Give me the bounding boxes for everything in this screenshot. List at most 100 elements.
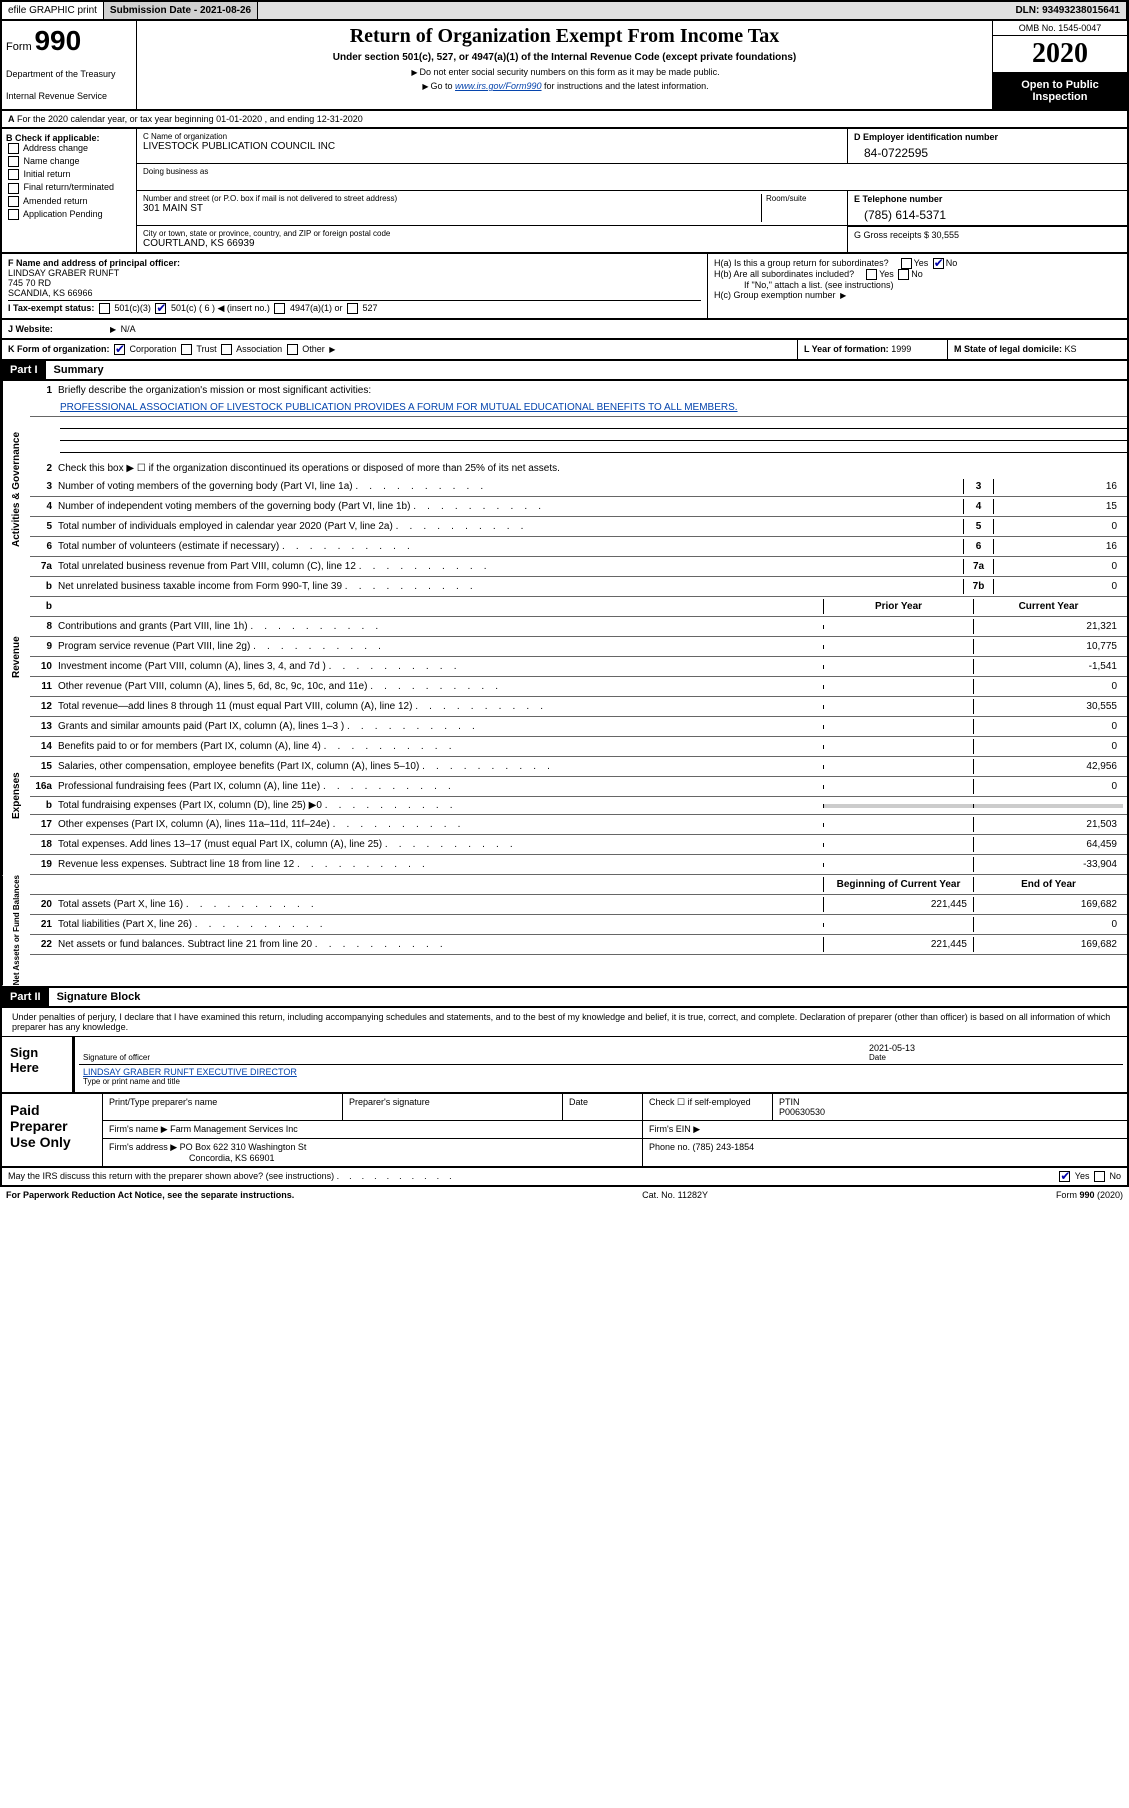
goto-note: Go to www.irs.gov/Form990 for instructio… — [141, 81, 988, 91]
gov-box-4: 4 — [963, 499, 993, 514]
other-checkbox[interactable] — [287, 344, 298, 355]
sig-date: 2021-05-13 — [869, 1043, 915, 1053]
irs-link[interactable]: www.irs.gov/Form990 — [455, 81, 542, 91]
netassets-side-label: Net Assets or Fund Balances — [2, 875, 30, 985]
exp-prior-16a — [823, 785, 973, 789]
corporation-checkbox[interactable] — [114, 344, 125, 355]
discuss-yes-checkbox[interactable] — [1059, 1171, 1070, 1182]
hc-label: H(c) Group exemption number — [714, 290, 836, 300]
amended-return-checkbox[interactable] — [8, 196, 19, 207]
initial-return-checkbox[interactable] — [8, 169, 19, 180]
exp-prior-15 — [823, 765, 973, 769]
gov-box-7a: 7a — [963, 559, 993, 574]
omb-number: OMB No. 1545-0047 — [993, 21, 1127, 36]
form-version: Form 990 (2020) — [1056, 1190, 1123, 1200]
trust-checkbox[interactable] — [181, 344, 192, 355]
efile-label: efile GRAPHIC print — [2, 2, 104, 19]
website-label: J Website: — [2, 320, 102, 338]
gov-box-5: 5 — [963, 519, 993, 534]
paid-preparer-label: Paid Preparer Use Only — [2, 1094, 102, 1166]
4947-checkbox[interactable] — [274, 303, 285, 314]
org-form-row: K Form of organization: Corporation Trus… — [0, 340, 1129, 361]
discuss-text: May the IRS discuss this return with the… — [8, 1171, 452, 1181]
firm-name: Farm Management Services Inc — [170, 1124, 298, 1134]
exp-curr-b — [973, 804, 1123, 808]
exp-line-19: Revenue less expenses. Subtract line 18 … — [58, 859, 823, 870]
revenue-side-label: Revenue — [2, 597, 30, 717]
address-change-checkbox[interactable] — [8, 143, 19, 154]
exp-prior-18 — [823, 843, 973, 847]
discuss-no-checkbox[interactable] — [1094, 1171, 1105, 1182]
gov-box-b: 7b — [963, 579, 993, 594]
dba-label: Doing business as — [143, 167, 841, 176]
rev-curr-9: 10,775 — [973, 639, 1123, 654]
501c-checkbox[interactable] — [155, 303, 166, 314]
ssn-note: Do not enter social security numbers on … — [141, 67, 988, 77]
gov-val-3: 16 — [993, 479, 1123, 494]
submission-date: Submission Date - 2021-08-26 — [104, 2, 258, 19]
rev-line-9: Program service revenue (Part VIII, line… — [58, 641, 823, 652]
rev-curr-10: -1,541 — [973, 659, 1123, 674]
rev-line-12: Total revenue—add lines 8 through 11 (mu… — [58, 701, 823, 712]
org-name-label: C Name of organization — [143, 132, 841, 141]
gov-val-b: 0 — [993, 579, 1123, 594]
mission-text: PROFESSIONAL ASSOCIATION OF LIVESTOCK PU… — [60, 402, 1123, 413]
sign-here-block: Sign Here Signature of officer 2021-05-1… — [0, 1036, 1129, 1094]
exp-curr-13: 0 — [973, 719, 1123, 734]
preparer-sig-header: Preparer's signature — [342, 1094, 562, 1120]
org-name: LIVESTOCK PUBLICATION COUNCIL INC — [143, 141, 841, 152]
firm-addr-label: Firm's address ▶ — [109, 1142, 177, 1152]
expenses-side-label: Expenses — [2, 717, 30, 875]
domicile-state: KS — [1065, 344, 1077, 354]
exp-line-16a: Professional fundraising fees (Part IX, … — [58, 781, 823, 792]
exp-curr-17: 21,503 — [973, 817, 1123, 832]
hb-yes-checkbox[interactable] — [866, 269, 877, 280]
form-org-label: K Form of organization: — [8, 344, 110, 354]
net-begin-21 — [823, 923, 973, 927]
527-checkbox[interactable] — [347, 303, 358, 314]
ha-no-checkbox[interactable] — [933, 258, 944, 269]
exp-line-14: Benefits paid to or for members (Part IX… — [58, 741, 823, 752]
net-begin-22: 221,445 — [823, 937, 973, 952]
part1-title: Summary — [46, 361, 112, 379]
hb-label: H(b) Are all subordinates included? — [714, 269, 854, 279]
association-checkbox[interactable] — [221, 344, 232, 355]
end-year-header: End of Year — [973, 877, 1123, 892]
firm-phone-label: Phone no. — [649, 1142, 693, 1152]
rev-prior-8 — [823, 625, 973, 629]
city-value: COURTLAND, KS 66939 — [143, 238, 841, 249]
form-header: Form 990 Department of the Treasury Inte… — [0, 21, 1129, 111]
rev-prior-11 — [823, 685, 973, 689]
ptin-label: PTIN — [779, 1097, 800, 1107]
exp-prior-b — [823, 804, 973, 808]
gov-val-5: 0 — [993, 519, 1123, 534]
cat-number: Cat. No. 11282Y — [642, 1190, 708, 1200]
phone-label: E Telephone number — [854, 194, 1121, 204]
gov-line-b: Net unrelated business taxable income fr… — [58, 581, 963, 592]
officer-group-block: F Name and address of principal officer:… — [0, 254, 1129, 320]
firm-ein-label: Firm's EIN ▶ — [642, 1121, 1127, 1138]
ptin-value: P00630530 — [779, 1107, 825, 1117]
ha-yes-checkbox[interactable] — [901, 258, 912, 269]
officer-name: LINDSAY GRABER RUNFT — [8, 268, 701, 278]
form-title: Return of Organization Exempt From Incom… — [141, 25, 988, 48]
firm-addr2: Concordia, KS 66901 — [109, 1153, 275, 1163]
form-subtitle: Under section 501(c), 527, or 4947(a)(1)… — [141, 52, 988, 63]
phone-value: (785) 614-5371 — [854, 204, 1121, 222]
room-label: Room/suite — [766, 194, 841, 203]
final-return-checkbox[interactable] — [8, 183, 19, 194]
rev-line-8: Contributions and grants (Part VIII, lin… — [58, 621, 823, 632]
exp-prior-13 — [823, 725, 973, 729]
rev-curr-12: 30,555 — [973, 699, 1123, 714]
officer-sig-name: LINDSAY GRABER RUNFT EXECUTIVE DIRECTOR — [83, 1067, 297, 1077]
revenue-section: Revenue b Prior Year Current Year 8Contr… — [0, 597, 1129, 717]
name-change-checkbox[interactable] — [8, 156, 19, 167]
exp-prior-14 — [823, 745, 973, 749]
part2-header: Part II Signature Block — [0, 988, 1129, 1008]
hb-no-checkbox[interactable] — [898, 269, 909, 280]
rev-curr-11: 0 — [973, 679, 1123, 694]
501c3-checkbox[interactable] — [99, 303, 110, 314]
exp-prior-19 — [823, 863, 973, 867]
application-pending-checkbox[interactable] — [8, 209, 19, 220]
irs-label: Internal Revenue Service — [6, 91, 132, 101]
